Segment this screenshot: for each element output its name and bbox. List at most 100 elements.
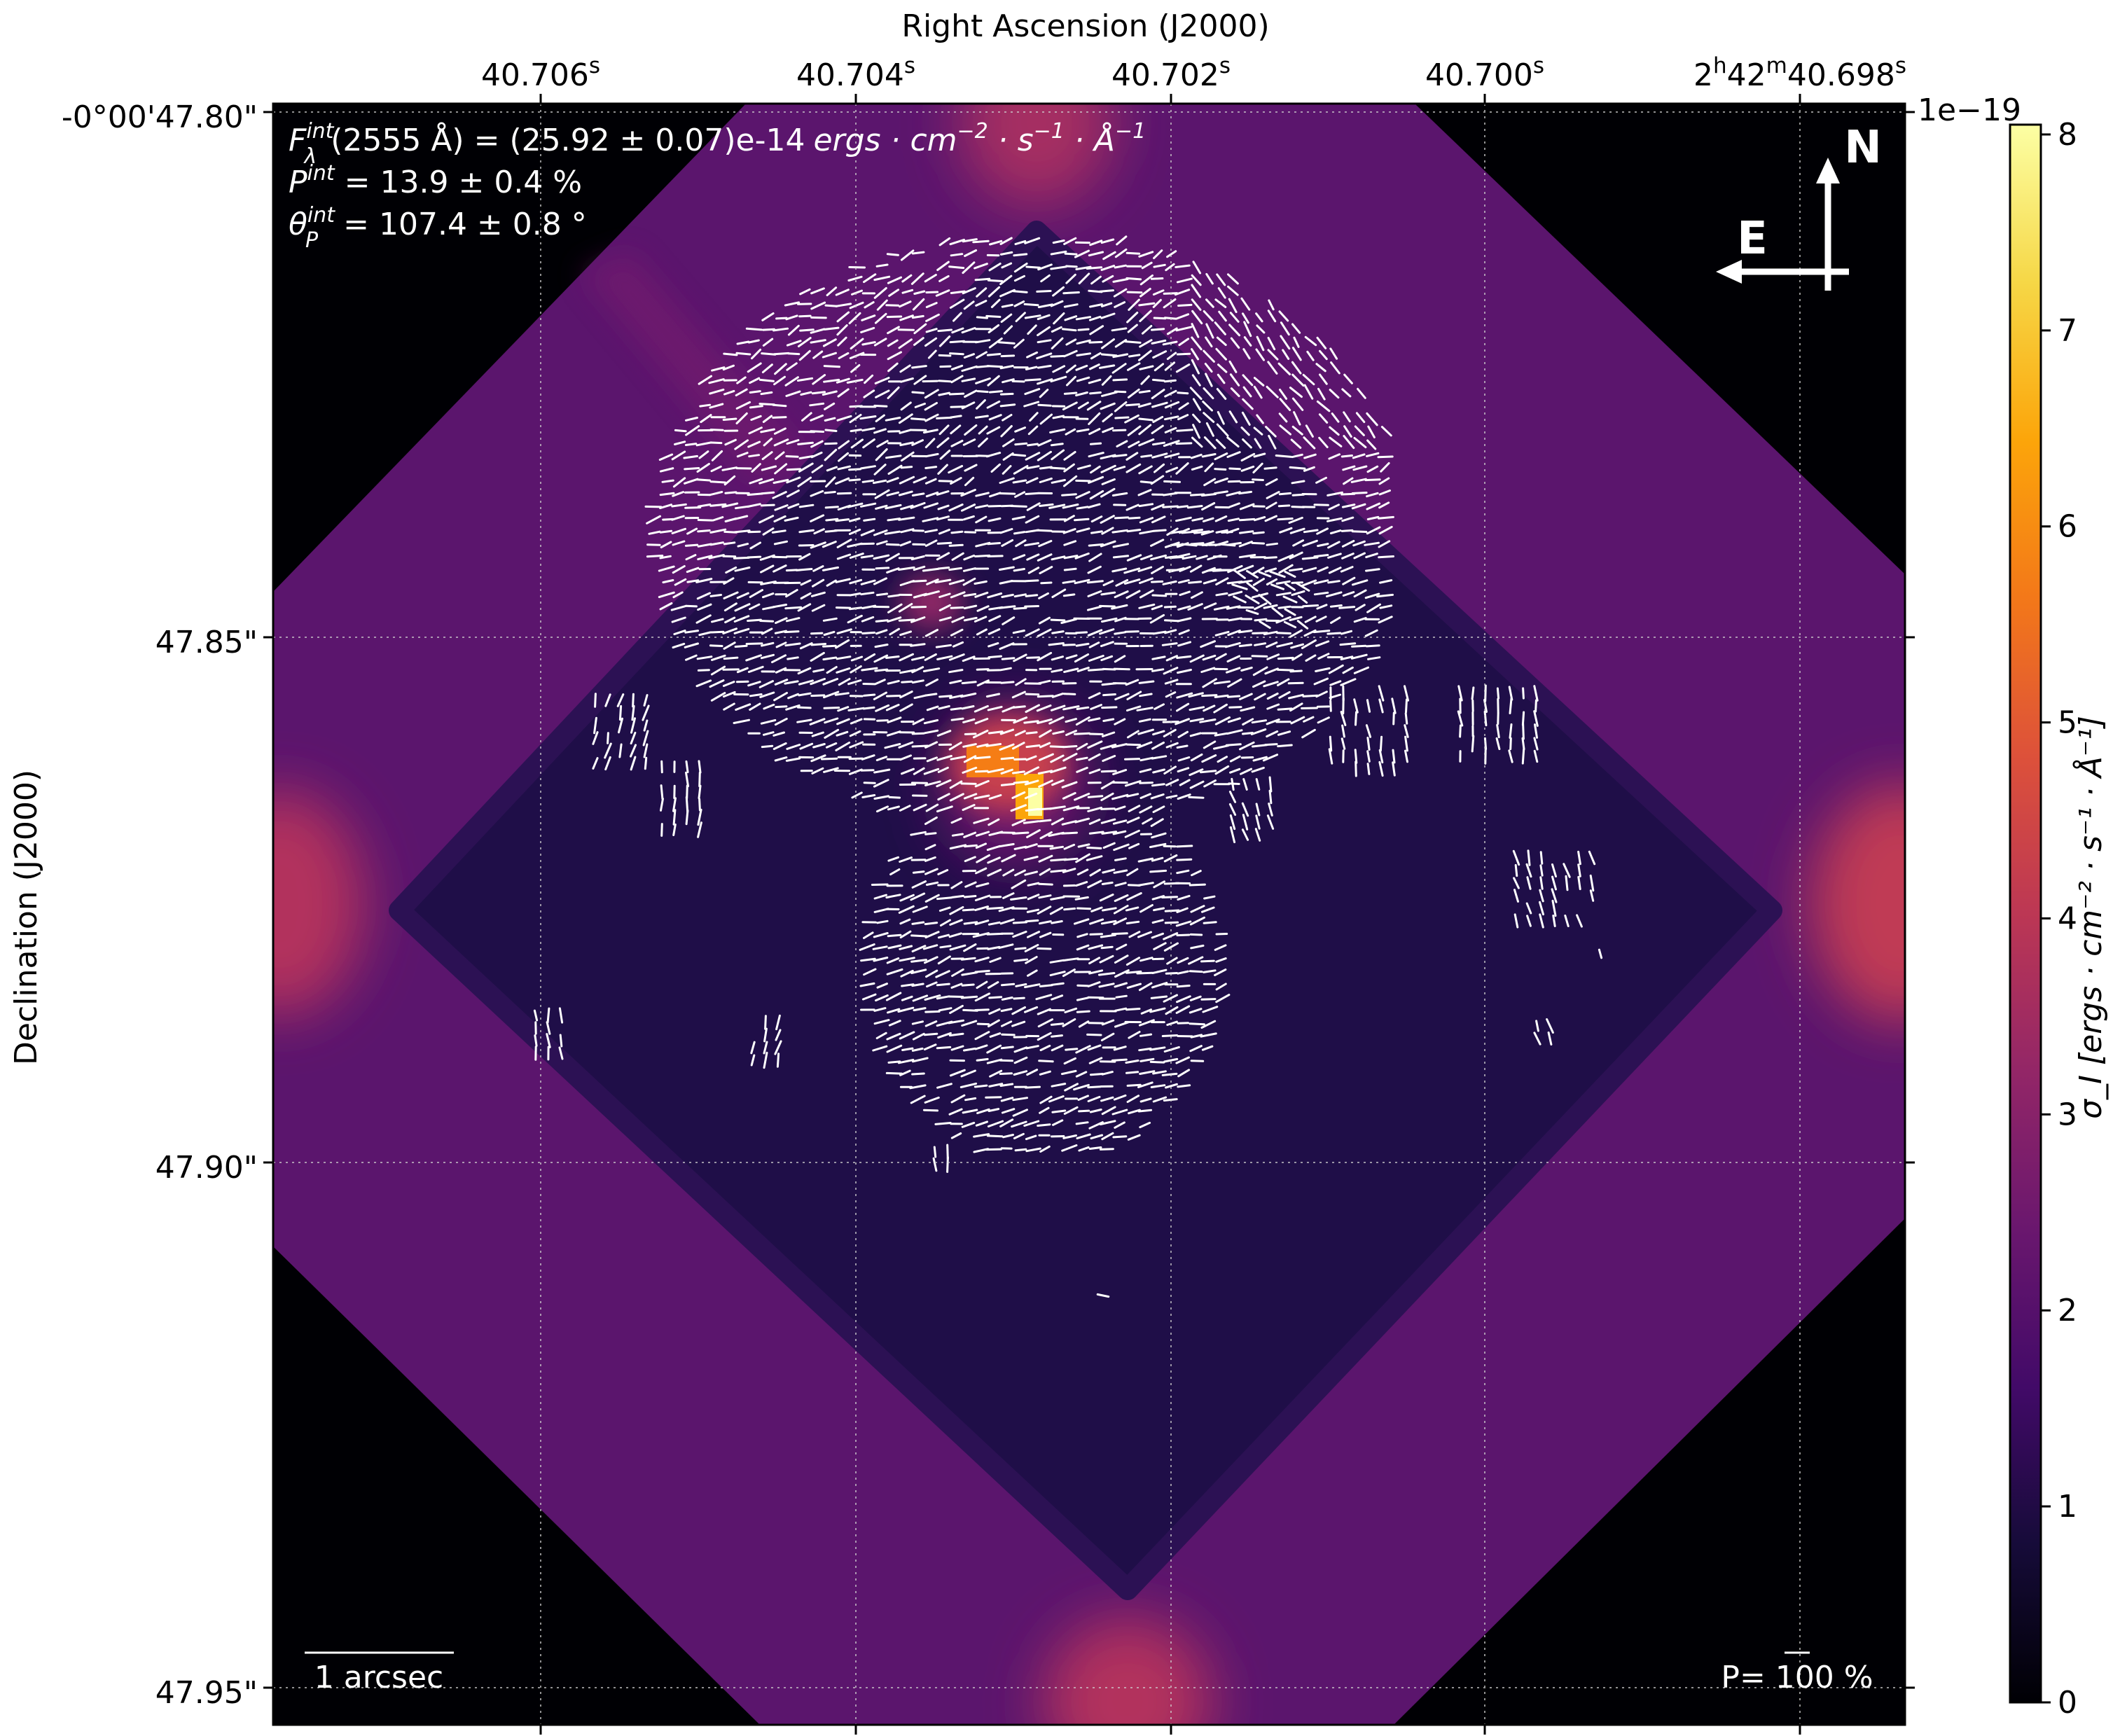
- polarization-vector: [785, 757, 801, 762]
- polarization-vector: [1327, 541, 1340, 549]
- polarization-vector: [1024, 314, 1041, 319]
- polarization-vector: [800, 391, 812, 396]
- polarization-vector: [722, 555, 737, 558]
- polarization-vector: [1231, 583, 1248, 590]
- polarization-vector: [1203, 412, 1215, 423]
- polarization-vector: [873, 1007, 887, 1012]
- polarization-vector: [1051, 630, 1065, 634]
- polarization-vector: [976, 390, 989, 394]
- polarization-vector: [659, 602, 673, 611]
- polarization-vector: [910, 968, 927, 974]
- polarization-vector: [1027, 969, 1038, 977]
- polarization-vector: [972, 730, 989, 739]
- polarization-vector: [935, 289, 950, 297]
- polarization-vector: [736, 340, 750, 345]
- polarization-vector: [1087, 1095, 1101, 1102]
- polarization-vector: [949, 919, 963, 926]
- polarization-vector: [1050, 265, 1067, 270]
- polarization-vector: [1013, 263, 1028, 273]
- polarization-vector: [1027, 425, 1039, 436]
- polarization-vector: [1125, 1071, 1139, 1074]
- polarization-vector: [1050, 375, 1067, 383]
- polarization-vector: [963, 554, 976, 561]
- polarization-vector: [735, 388, 748, 396]
- polarization-vector: [604, 756, 611, 771]
- polarization-vector: [747, 503, 761, 508]
- polarization-vector: [1100, 818, 1116, 824]
- polarization-vector: [1102, 251, 1116, 261]
- polarization-vector: [1014, 239, 1027, 246]
- polarization-vector: [1011, 380, 1025, 383]
- polarization-vector: [927, 349, 937, 359]
- polarization-vector: [861, 667, 878, 672]
- polarization-vector: [684, 543, 699, 547]
- polarization-vector: [671, 450, 686, 461]
- polarization-vector: [875, 389, 890, 398]
- polarization-vector: [950, 375, 964, 384]
- polarization-vector: [975, 1120, 988, 1127]
- polarization-vector: [1252, 531, 1265, 535]
- polarization-vector: [899, 1069, 911, 1076]
- polarization-vector: [938, 354, 952, 357]
- polarization-vector: [1256, 335, 1265, 352]
- polarization-vector: [1317, 653, 1330, 660]
- polarization-vector: [990, 298, 1001, 308]
- polarization-vector: [1012, 705, 1026, 709]
- polarization-vector: [1063, 451, 1076, 461]
- polarization-vector: [1113, 288, 1128, 298]
- polarization-vector: [1313, 579, 1329, 585]
- polarization-vector: [725, 566, 737, 574]
- polarization-vector: [1013, 253, 1028, 257]
- polarization-vector: [1188, 581, 1203, 584]
- polarization-vector: [1153, 363, 1165, 372]
- polarization-vector: [1151, 968, 1168, 974]
- polarization-vector: [1279, 398, 1291, 411]
- polarization-vector: [1226, 655, 1241, 662]
- polarization-vector: [1203, 349, 1215, 363]
- polarization-vector: [951, 833, 964, 837]
- polarization-vector: [759, 691, 775, 698]
- polarization-vector: [986, 353, 1002, 356]
- polarization-vector: [1175, 1056, 1190, 1064]
- polarization-vector: [1150, 818, 1164, 827]
- edge-spot-right: [1810, 784, 1905, 1022]
- polarization-vector: [1315, 640, 1330, 647]
- polarization-vector: [973, 1133, 990, 1138]
- polarization-vector: [823, 378, 840, 383]
- polarization-vector: [1101, 617, 1118, 623]
- polarization-vector: [1317, 716, 1330, 724]
- polarization-vector: [1100, 464, 1116, 473]
- polarization-vector: [1076, 706, 1090, 710]
- polarization-vector: [1163, 765, 1177, 775]
- polarization-vector: [913, 694, 927, 700]
- polarization-vector: [938, 604, 951, 611]
- polarization-vector: [721, 466, 737, 471]
- polarization-vector: [631, 704, 635, 721]
- polarization-vector: [685, 760, 689, 774]
- polarization-vector: [1075, 716, 1090, 726]
- polarization-vector: [1052, 286, 1065, 297]
- polarization-vector: [835, 639, 850, 649]
- polarization-vector: [1263, 466, 1277, 470]
- polarization-vector: [974, 779, 990, 788]
- polarization-vector: [784, 376, 799, 387]
- polarization-vector: [1484, 684, 1487, 702]
- polarization-vector: [722, 417, 737, 421]
- polarization-vector: [1513, 913, 1519, 929]
- polarization-vector: [963, 755, 977, 763]
- polarization-vector: [1551, 888, 1558, 903]
- polarization-vector: [1189, 1045, 1203, 1053]
- polarization-vector: [924, 389, 939, 399]
- polarization-vector: [1165, 691, 1177, 698]
- polarization-vector: [1152, 415, 1164, 423]
- polarization-vector: [1139, 339, 1153, 348]
- polarization-vector: [976, 628, 988, 636]
- polarization-vector: [988, 615, 1002, 623]
- polarization-vector: [1242, 778, 1248, 791]
- polarization-vector: [998, 943, 1014, 950]
- polarization-vector: [999, 289, 1016, 298]
- polarization-vector: [949, 415, 962, 419]
- polarization-vector: [886, 730, 901, 737]
- polarization-vector: [1052, 365, 1066, 373]
- edge-spot-left: [273, 791, 364, 1015]
